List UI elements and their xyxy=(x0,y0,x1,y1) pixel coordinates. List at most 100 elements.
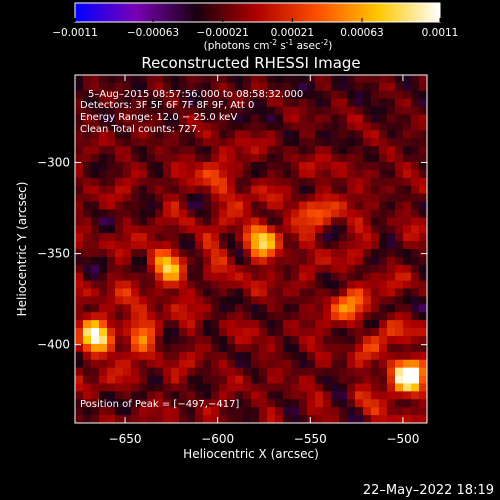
heatmap-cell xyxy=(131,138,140,147)
heatmap-cell xyxy=(155,138,164,147)
heatmap-cell xyxy=(267,312,276,321)
heatmap-cell xyxy=(139,122,148,131)
heatmap-cell xyxy=(219,249,228,258)
heatmap-cell xyxy=(371,280,380,290)
heatmap-cell xyxy=(267,407,276,416)
heatmap-cell xyxy=(99,415,108,423)
heatmap-cell xyxy=(403,114,412,124)
heatmap-cell xyxy=(307,415,316,423)
heatmap-cell xyxy=(347,359,356,369)
heatmap-cell xyxy=(187,304,196,313)
heatmap-cell xyxy=(403,375,412,385)
heatmap-cell xyxy=(403,399,412,408)
heatmap-cell xyxy=(355,114,364,124)
heatmap-cell xyxy=(291,241,300,250)
heatmap-cell xyxy=(419,264,427,274)
heatmap-cell xyxy=(251,209,260,218)
heatmap-cell xyxy=(371,256,380,266)
heatmap-cell xyxy=(147,193,156,203)
heatmap-cell xyxy=(259,82,268,92)
heatmap-cell xyxy=(403,336,412,345)
heatmap-cell xyxy=(139,415,148,423)
heatmap-cell xyxy=(211,162,220,171)
heatmap-cell xyxy=(411,391,420,400)
heatmap-cell xyxy=(275,162,284,171)
heatmap-cell xyxy=(323,320,332,329)
heatmap-cell xyxy=(363,256,372,266)
heatmap-cell xyxy=(155,233,164,242)
heatmap-cell xyxy=(211,177,220,187)
heatmap-cell xyxy=(131,367,140,377)
heatmap-cell xyxy=(203,114,212,124)
heatmap-cell xyxy=(323,407,332,416)
heatmap-cell xyxy=(355,217,364,226)
heatmap-cell xyxy=(123,264,132,274)
heatmap-cell xyxy=(203,185,212,195)
heatmap-cell xyxy=(99,343,108,353)
heatmap-cell xyxy=(235,328,244,337)
heatmap-cell xyxy=(243,399,252,408)
heatmap-cell xyxy=(147,162,156,171)
heatmap-cell xyxy=(139,351,148,361)
heatmap-cell xyxy=(275,391,284,400)
heatmap-cell xyxy=(355,169,364,179)
heatmap-cell xyxy=(339,90,348,100)
heatmap-cell xyxy=(363,399,372,408)
heatmap-cell xyxy=(251,351,260,361)
heatmap-cell xyxy=(155,154,164,163)
heatmap-cell xyxy=(179,415,188,423)
heatmap-cell xyxy=(131,75,140,84)
heatmap-cell xyxy=(299,193,308,203)
heatmap-cell xyxy=(235,233,244,242)
heatmap-cell xyxy=(107,249,116,258)
heatmap-cell xyxy=(107,177,116,187)
heatmap-cell xyxy=(155,375,164,385)
heatmap-cell xyxy=(115,415,124,423)
heatmap-cell xyxy=(259,399,268,408)
heatmap-cell xyxy=(163,415,172,423)
heatmap-cell xyxy=(371,249,380,258)
heatmap-cell xyxy=(123,399,132,408)
heatmap-cell xyxy=(131,399,140,408)
heatmap-cell xyxy=(259,391,268,400)
annotation-detectors: Detectors: 3F 5F 6F 7F 8F 9F, Att 0 xyxy=(80,100,254,111)
heatmap-cell xyxy=(283,249,292,258)
heatmap-cell xyxy=(315,407,324,416)
heatmap-cell xyxy=(291,296,300,305)
heatmap-cell xyxy=(331,177,340,187)
heatmap-cell xyxy=(395,217,404,226)
heatmap-cell xyxy=(363,75,372,84)
heatmap-cell xyxy=(307,241,316,250)
heatmap-cell xyxy=(251,225,260,234)
heatmap-cell xyxy=(203,177,212,187)
heatmap-cell xyxy=(83,185,92,195)
heatmap-cell xyxy=(259,201,268,211)
heatmap-cell xyxy=(107,241,116,250)
heatmap-cell xyxy=(371,264,380,274)
heatmap-cell xyxy=(163,146,172,155)
heatmap-cell xyxy=(99,359,108,369)
heatmap-cell xyxy=(363,138,372,147)
heatmap-cell xyxy=(99,296,108,305)
heatmap-cell xyxy=(219,193,228,203)
heatmap-cell xyxy=(259,249,268,258)
heatmap-cell xyxy=(211,375,220,385)
heatmap-cell xyxy=(355,320,364,329)
heatmap-cell xyxy=(211,146,220,155)
heatmap-cell xyxy=(139,391,148,400)
heatmap-cell xyxy=(283,169,292,179)
heatmap-cell xyxy=(147,359,156,369)
heatmap-cell xyxy=(115,177,124,187)
heatmap-cell xyxy=(323,288,332,298)
heatmap-cell xyxy=(395,304,404,313)
heatmap-cell xyxy=(259,328,268,337)
heatmap-cell xyxy=(171,343,180,353)
heatmap-cell xyxy=(219,264,228,274)
heatmap-cell xyxy=(267,280,276,290)
heatmap-cell xyxy=(283,193,292,203)
heatmap-cell xyxy=(115,367,124,377)
heatmap-cell xyxy=(395,249,404,258)
heatmap-cell xyxy=(107,415,116,423)
heatmap-cell xyxy=(163,288,172,298)
heatmap-cell xyxy=(131,241,140,250)
